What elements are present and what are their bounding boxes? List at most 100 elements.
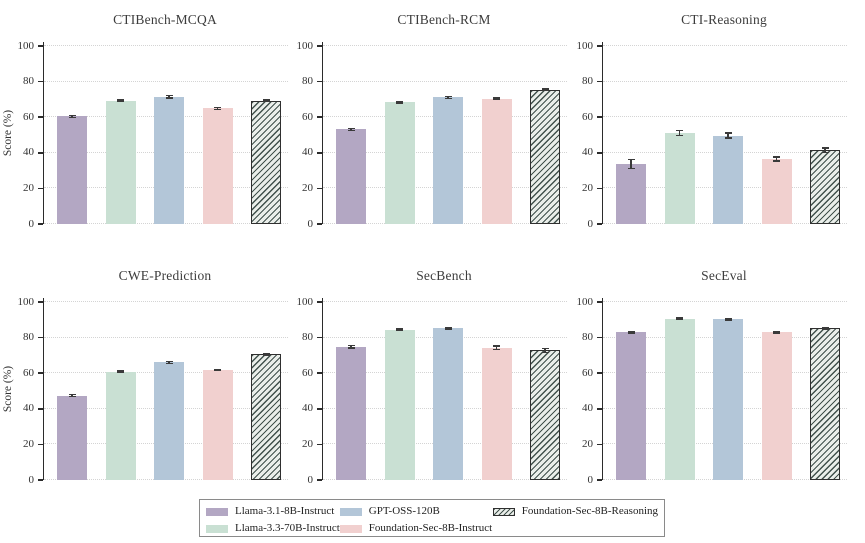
error-bar-cap xyxy=(444,326,452,328)
y-tick-label: 20 xyxy=(302,181,313,194)
legend-label: Llama-3.3-70B-Instruct xyxy=(235,522,340,534)
error-bar xyxy=(727,133,729,139)
y-tick xyxy=(317,336,322,339)
bar-Llama-3.3-70B-Instruct xyxy=(384,102,415,224)
y-tick-label: 0 xyxy=(587,473,594,486)
y-tick-label: 80 xyxy=(302,75,313,88)
error-bar-cap xyxy=(493,349,500,351)
error-bar-cap xyxy=(444,95,452,97)
y-tick xyxy=(38,443,43,446)
y-tick xyxy=(597,80,602,83)
error-bar-cap xyxy=(821,327,829,329)
error-bar xyxy=(398,329,401,331)
error-bar-cap xyxy=(724,137,732,139)
y-tick-label: 40 xyxy=(582,402,593,415)
legend-entry: Foundation-Sec-8B-Instruct xyxy=(339,521,493,536)
plot-area: 0 20 40 60 80 100 xyxy=(577,296,847,486)
error-bar-cap xyxy=(117,100,124,103)
error-bar-cap xyxy=(627,158,635,161)
error-bar xyxy=(630,159,632,169)
bar-Foundation-Sec-8B-Reasoning xyxy=(810,150,840,224)
y-tick xyxy=(38,479,43,481)
bar-GPT-OSS-120B xyxy=(713,135,743,224)
y-tick-label: 60 xyxy=(582,366,593,379)
gridline xyxy=(603,80,847,82)
error-bar xyxy=(447,96,449,99)
legend-column: Foundation-Sec-8B-Reasoning xyxy=(492,504,658,519)
error-bar-cap xyxy=(493,98,500,101)
y-tick-label: 60 xyxy=(302,110,313,123)
error-bar-cap xyxy=(262,99,270,101)
y-tick xyxy=(38,408,43,410)
y-tick xyxy=(317,223,322,225)
y-tick xyxy=(38,223,43,225)
error-bar-cap xyxy=(262,354,270,356)
bar-Foundation-Sec-8B-Instruct xyxy=(481,98,512,224)
y-tick xyxy=(597,152,602,154)
error-bar-cap xyxy=(68,394,76,396)
y-tick xyxy=(38,301,43,303)
error-bar-cap xyxy=(262,352,270,355)
error-bar xyxy=(265,100,267,102)
error-bar-cap xyxy=(214,108,221,110)
error-bar-cap xyxy=(214,106,221,109)
error-bar-cap xyxy=(773,156,780,158)
gridline xyxy=(323,45,567,46)
legend-swatch xyxy=(206,507,228,516)
gridline xyxy=(603,301,847,302)
gridline xyxy=(603,116,847,118)
y-tick xyxy=(38,45,43,47)
error-bar xyxy=(119,370,122,373)
error-bar xyxy=(71,394,73,397)
plot-area: 0 20 40 60 80 100 xyxy=(18,296,288,486)
error-bar xyxy=(678,130,681,136)
y-tick-label: 40 xyxy=(23,402,34,415)
y-tick xyxy=(597,301,602,303)
gridline xyxy=(603,45,847,46)
error-bar-cap xyxy=(676,318,683,321)
error-bar-cap xyxy=(396,102,403,104)
bar-Llama-3.3-70B-Instruct xyxy=(384,329,415,480)
legend-swatch xyxy=(492,507,515,516)
error-bar-cap xyxy=(117,99,124,101)
error-bar-cap xyxy=(493,345,500,347)
error-bar-cap xyxy=(165,94,173,97)
bar-Llama-3.3-70B-Instruct xyxy=(105,371,136,480)
error-bar xyxy=(495,97,498,100)
bar-Llama-3.3-70B-Instruct xyxy=(664,133,695,224)
y-tick xyxy=(317,80,322,83)
y-tick-label: 60 xyxy=(582,110,593,123)
y-tick xyxy=(317,301,322,303)
error-bar-cap xyxy=(627,167,635,170)
error-bar-cap xyxy=(493,97,500,99)
error-bar-cap xyxy=(396,328,403,330)
y-tick xyxy=(597,372,602,374)
error-bar xyxy=(71,115,73,118)
y-tick-label: 40 xyxy=(302,402,313,415)
chart-cti-reasoning: CTI-Reasoning 0 20 40 60 80 100 xyxy=(577,12,847,230)
legend-entry: GPT-OSS-120B xyxy=(339,504,493,519)
bar-Llama-3.1-8B-Instruct xyxy=(616,332,646,480)
y-tick-label: 0 xyxy=(307,217,314,230)
error-bar-cap xyxy=(347,129,355,131)
bar-Llama-3.3-70B-Instruct xyxy=(664,318,695,480)
bar-Llama-3.1-8B-Instruct xyxy=(336,129,366,224)
y-tick xyxy=(597,408,602,410)
error-bar-cap xyxy=(165,362,173,364)
bar-Foundation-Sec-8B-Reasoning xyxy=(810,328,840,480)
error-bar xyxy=(168,361,170,364)
error-bar-cap xyxy=(396,329,403,332)
y-tick xyxy=(317,45,322,47)
error-bar-cap xyxy=(214,368,221,370)
error-bar-cap xyxy=(676,130,683,132)
legend-swatch xyxy=(206,524,228,533)
error-bar-cap xyxy=(396,100,403,103)
error-bar-cap xyxy=(68,395,76,398)
error-bar-cap xyxy=(773,331,780,333)
error-bar-cap xyxy=(676,317,683,319)
chart-title: CTIBench-MCQA xyxy=(113,12,217,27)
error-bar xyxy=(265,353,267,356)
y-tick-label: 100 xyxy=(17,39,35,52)
y-tick xyxy=(597,45,602,47)
